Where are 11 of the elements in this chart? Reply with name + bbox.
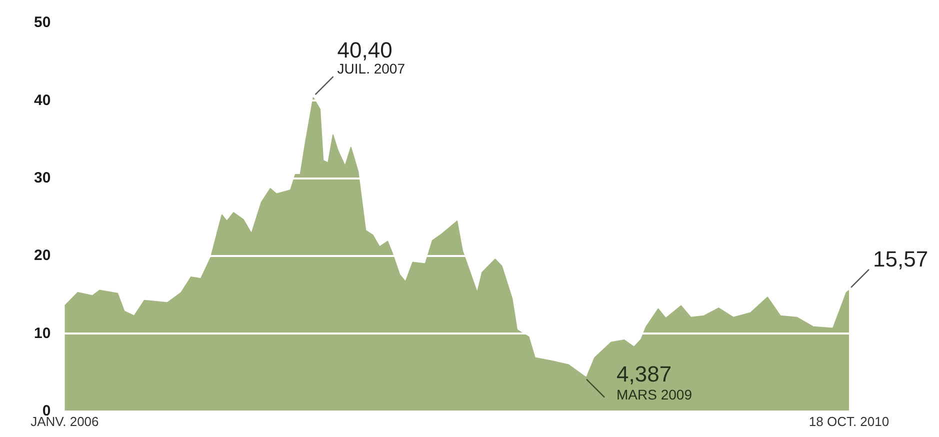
annotation: JUIL. 2007: [337, 60, 406, 77]
x-tick-label: 18 OCT. 2010: [808, 414, 890, 429]
y-tick-label: 40: [34, 92, 51, 109]
y-tick-label: 50: [34, 14, 51, 32]
y-tick-label: 30: [34, 170, 51, 186]
annotation: MARS 2009: [616, 386, 692, 402]
y-tick-label: 20: [34, 247, 51, 264]
annotation: 15,57: [873, 246, 928, 272]
annotation: 40,40: [337, 38, 392, 63]
annotation: 4,387: [616, 361, 672, 386]
y-tick-label: 10: [34, 324, 51, 342]
